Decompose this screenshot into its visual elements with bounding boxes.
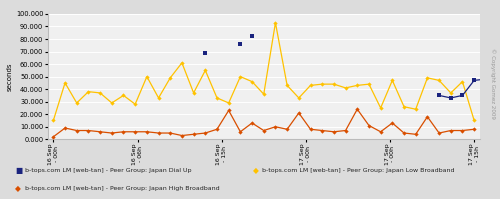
Text: b-tops.com LM [web-tan] - Peer Group: Japan Low Broadband: b-tops.com LM [web-tan] - Peer Group: Ja… [262,168,455,173]
Text: b-tops.com LM [web-tan] - Peer Group: Japan Dial Up: b-tops.com LM [web-tan] - Peer Group: Ja… [25,168,192,173]
Text: b-tops.com LM [web-tan] - Peer Group: Japan High Broadband: b-tops.com LM [web-tan] - Peer Group: Ja… [25,185,220,191]
Text: ◆: ◆ [252,166,258,175]
Y-axis label: seconds: seconds [7,62,13,91]
Text: ■: ■ [15,166,22,175]
Text: ◆: ◆ [15,183,21,193]
Text: © Copyright Gomez 2009: © Copyright Gomez 2009 [490,48,496,119]
